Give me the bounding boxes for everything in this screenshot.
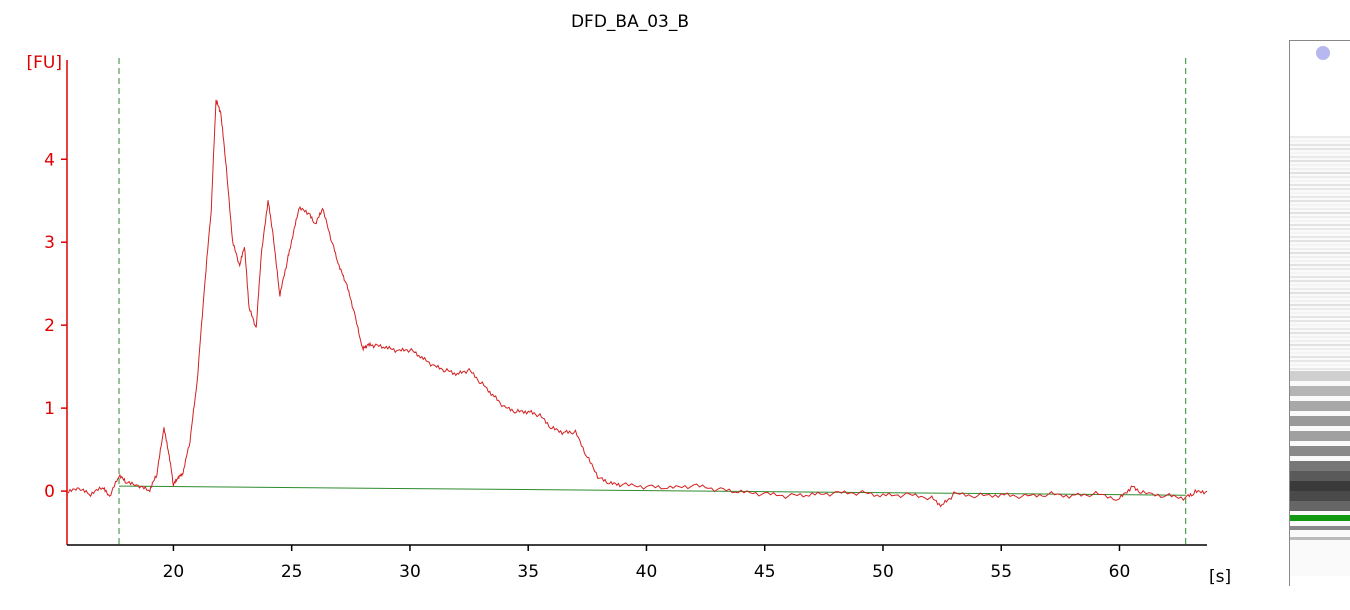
electropherogram-plot: [FU] 0 1 2 3 4 20 25 30 35 40 45 50 55 60 [s] [27, 53, 1232, 587]
gel-faint-band [1290, 264, 1350, 266]
gel-band [1290, 526, 1350, 530]
gel-smear-band [1290, 461, 1350, 471]
gel-faint-band [1290, 228, 1350, 230]
x-axis-label: [s] [1209, 567, 1231, 587]
gel-faint-band [1290, 252, 1350, 254]
baseline-line [119, 485, 1186, 496]
x-tick-label: 60 [1109, 562, 1131, 582]
x-tick-label: 30 [399, 562, 421, 582]
gel-faint-band [1290, 336, 1350, 338]
upper-marker-spot [1316, 46, 1330, 60]
gel-faint-band [1290, 340, 1350, 342]
gel-faint-band [1290, 288, 1350, 290]
gel-smear-band [1290, 446, 1350, 456]
gel-faint-band [1290, 256, 1350, 258]
gel-faint-band [1290, 152, 1350, 154]
gel-faint-band [1290, 164, 1350, 166]
gel-bands [1290, 46, 1350, 576]
gel-faint-band [1290, 260, 1350, 262]
gel-smear-band [1290, 371, 1350, 381]
gel-faint-band [1290, 200, 1350, 202]
gel-faint-band [1290, 352, 1350, 354]
gel-faint-band [1290, 308, 1350, 310]
gel-faint-band [1290, 172, 1350, 174]
gel-faint-band [1290, 188, 1350, 190]
gel-faint-band [1290, 240, 1350, 242]
gel-smear-band [1290, 416, 1350, 426]
gel-faint-band [1290, 292, 1350, 294]
gel-faint-band [1290, 300, 1350, 302]
gel-faint-band [1290, 216, 1350, 218]
gel-faint-band [1290, 232, 1350, 234]
gel-faint-band [1290, 244, 1350, 246]
y-axis-label: [FU] [27, 53, 63, 73]
gel-faint-band [1290, 236, 1350, 238]
gel-faint-band [1290, 136, 1350, 138]
gel-faint-band [1290, 280, 1350, 282]
x-tick-label: 55 [990, 562, 1012, 582]
gel-faint-band [1290, 204, 1350, 206]
gel-smear-band [1290, 471, 1350, 481]
gel-faint-band [1290, 324, 1350, 326]
gel-faint-band [1290, 208, 1350, 210]
gel-faint-band [1290, 312, 1350, 314]
gel-smear-band [1290, 386, 1350, 396]
gel-faint-band [1290, 180, 1350, 182]
gel-smear-band [1290, 401, 1350, 411]
gel-smear-band [1290, 501, 1350, 511]
gel-faint-band [1290, 176, 1350, 178]
x-tick-label: 20 [163, 562, 185, 582]
y-tick-label: 2 [44, 316, 55, 336]
gel-faint-band [1290, 248, 1350, 250]
gel-faint-band [1290, 184, 1350, 186]
x-tick-label: 25 [281, 562, 303, 582]
gel-faint-band [1290, 316, 1350, 318]
gel-faint-band [1290, 320, 1350, 322]
gel-faint-band [1290, 196, 1350, 198]
gel-smear-band [1290, 481, 1350, 491]
gel-faint-band [1290, 224, 1350, 226]
gel-faint-band [1290, 148, 1350, 150]
lower-marker-band [1290, 515, 1350, 521]
gel-faint-band [1290, 160, 1350, 162]
y-tick-label: 3 [44, 233, 55, 253]
gel-faint-band [1290, 284, 1350, 286]
gel-faint-band [1290, 348, 1350, 350]
gel-faint-band [1290, 144, 1350, 146]
gel-faint-band [1290, 268, 1350, 270]
y-tick-label: 4 [44, 150, 55, 170]
gel-lane-image [1289, 40, 1350, 586]
gel-faint-band [1290, 156, 1350, 158]
gel-faint-band [1290, 328, 1350, 330]
y-tick-label: 0 [44, 482, 55, 502]
fluorescence-trace [66, 99, 1208, 508]
gel-smear-band [1290, 491, 1350, 501]
x-tick-label: 45 [754, 562, 776, 582]
x-tick-label: 50 [872, 562, 894, 582]
gel-faint-band [1290, 368, 1350, 370]
gel-faint-band [1290, 212, 1350, 214]
gel-band [1290, 537, 1350, 540]
x-tick-label: 40 [636, 562, 658, 582]
gel-faint-band [1290, 360, 1350, 362]
y-tick-label: 1 [44, 399, 55, 419]
x-tick-label: 35 [517, 562, 539, 582]
gel-faint-band [1290, 304, 1350, 306]
gel-faint-band [1290, 332, 1350, 334]
gel-faint-band [1290, 168, 1350, 170]
gel-faint-band [1290, 272, 1350, 274]
gel-faint-band [1290, 220, 1350, 222]
gel-faint-band [1290, 296, 1350, 298]
gel-faint-band [1290, 276, 1350, 278]
gel-faint-band [1290, 192, 1350, 194]
chart-title: DFD_BA_03_B [570, 12, 690, 32]
gel-faint-band [1290, 356, 1350, 358]
gel-smear-band [1290, 431, 1350, 441]
gel-faint-band [1290, 364, 1350, 366]
gel-faint-band [1290, 140, 1350, 142]
gel-faint-band [1290, 344, 1350, 346]
